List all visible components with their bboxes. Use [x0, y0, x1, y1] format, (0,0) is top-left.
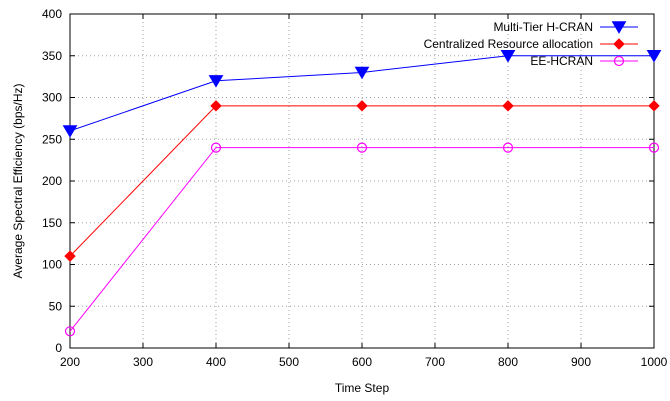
data-point-marker [354, 66, 370, 80]
legend-marker [613, 38, 625, 50]
y-tick-label: 300 [42, 91, 62, 105]
y-tick-label: 0 [55, 341, 62, 355]
data-point-marker [64, 326, 76, 337]
x-tick-label: 200 [60, 355, 80, 369]
x-tick-label: 300 [133, 355, 153, 369]
data-point-marker [500, 50, 516, 63]
grid-lines [70, 14, 654, 348]
x-tick-label: 600 [352, 355, 372, 369]
legend-marker [613, 55, 625, 67]
legend: Multi-Tier H-CRAN Centralized Resource al… [424, 20, 638, 68]
data-point-marker [210, 100, 222, 112]
legend-entry: Centralized Resource allocation [424, 37, 638, 51]
data-point-marker [64, 250, 76, 262]
data-point-marker [208, 75, 224, 88]
y-tick-label: 50 [49, 299, 63, 313]
x-tick-label: 400 [206, 355, 226, 369]
plot-frame [69, 13, 655, 349]
legend-entry: Multi-Tier H-CRAN [493, 20, 638, 34]
x-axis-title: Time Step [335, 381, 390, 395]
series-lines [62, 50, 662, 337]
y-tick-label: 150 [42, 216, 62, 230]
data-point-marker [648, 100, 660, 112]
x-tick-label: 900 [571, 355, 591, 369]
series-line [69, 147, 654, 332]
legend-entry: EE-HCRAN [530, 54, 638, 68]
legend-label: Centralized Resource allocation [424, 37, 593, 51]
series-3 [64, 142, 660, 337]
x-tick-label: 800 [498, 355, 518, 369]
axis-ticks: 0 50 100 150 200 250 300 350 400 200 300 400 500 600 7… [42, 7, 668, 369]
y-tick-label: 200 [42, 174, 62, 188]
y-tick-label: 100 [42, 258, 62, 272]
data-point-marker [210, 142, 222, 153]
series-2 [64, 100, 660, 262]
data-point-marker [356, 142, 368, 153]
data-point-marker [356, 100, 368, 112]
x-tick-label: 1000 [641, 355, 668, 369]
y-tick-label: 400 [42, 7, 62, 21]
y-tick-label: 250 [42, 132, 62, 146]
data-point-marker [646, 50, 662, 63]
x-tick-label: 500 [279, 355, 299, 369]
series-1 [62, 50, 662, 138]
y-tick-label: 350 [42, 49, 62, 63]
data-point-marker [62, 125, 78, 138]
legend-label: Multi-Tier H-CRAN [493, 20, 593, 34]
data-point-marker [502, 100, 514, 112]
data-point-marker [648, 142, 660, 153]
data-point-marker [502, 142, 514, 153]
x-tick-label: 700 [425, 355, 445, 369]
y-axis-title: Average Spectral Efficiency (bps/Hz) [11, 84, 25, 279]
legend-label: EE-HCRAN [530, 54, 593, 68]
legend-marker [611, 21, 627, 34]
